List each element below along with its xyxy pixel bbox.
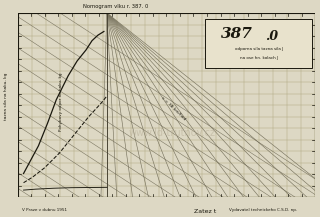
Text: www.ld-trutnov.cz: www.ld-trutnov.cz [129, 128, 216, 138]
Text: odporna sila tazna sila J: odporna sila tazna sila J [235, 48, 283, 51]
Text: Vydavatel technickeho C.S.D. np.: Vydavatel technickeho C.S.D. np. [229, 208, 298, 212]
Text: Pohybovy odpor na haku, kg: Pohybovy odpor na haku, kg [59, 72, 63, 131]
Text: v = 38 km/hod: v = 38 km/hod [160, 96, 187, 122]
Text: Zatez t: Zatez t [194, 209, 216, 214]
Text: .0: .0 [265, 30, 278, 43]
FancyBboxPatch shape [205, 19, 312, 68]
Text: na ose hn. kolach J: na ose hn. kolach J [240, 56, 278, 60]
Text: tazna sila na haku, kg: tazna sila na haku, kg [4, 72, 8, 120]
Text: 387: 387 [221, 28, 253, 41]
Text: V Praze v dubnu 1951: V Praze v dubnu 1951 [22, 208, 68, 212]
Text: Nomogram vlku r. 387. 0: Nomogram vlku r. 387. 0 [83, 4, 148, 9]
